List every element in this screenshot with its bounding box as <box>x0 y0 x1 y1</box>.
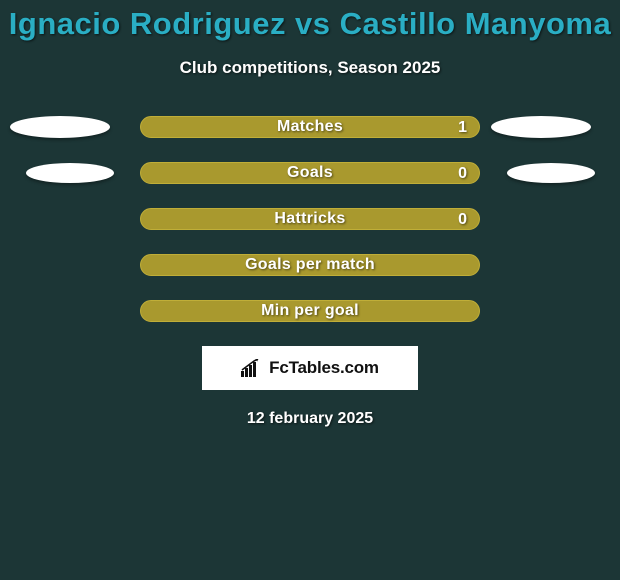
stat-label: Hattricks <box>274 210 345 228</box>
brand-text: FcTables.com <box>269 358 379 378</box>
stat-value: 0 <box>458 163 467 185</box>
stat-row: Matches 1 <box>0 116 620 138</box>
stat-bar: Goals per match <box>140 254 480 276</box>
page-subtitle: Club competitions, Season 2025 <box>0 58 620 78</box>
stat-bar: Min per goal <box>140 300 480 322</box>
stat-bar: Goals 0 <box>140 162 480 184</box>
stat-value: 0 <box>458 209 467 231</box>
comparison-card: Ignacio Rodriguez vs Castillo Manyoma Cl… <box>0 0 620 580</box>
brand-badge: FcTables.com <box>202 346 418 390</box>
side-ellipse <box>491 116 591 138</box>
stat-label: Matches <box>277 118 343 136</box>
stat-rows: Matches 1 Goals 0 Hattricks 0 Goals per match M… <box>0 116 620 322</box>
side-ellipse <box>26 163 114 183</box>
stat-label: Goals per match <box>245 256 375 274</box>
stat-bar: Hattricks 0 <box>140 208 480 230</box>
side-ellipse <box>10 116 110 138</box>
date-text: 12 february 2025 <box>0 410 620 428</box>
stat-bar: Matches 1 <box>140 116 480 138</box>
stat-row: Goals 0 <box>0 162 620 184</box>
page-title: Ignacio Rodriguez vs Castillo Manyoma <box>0 6 620 42</box>
stat-value: 1 <box>458 117 467 139</box>
brand-chart-icon <box>241 359 263 377</box>
stat-row: Hattricks 0 <box>0 208 620 230</box>
stat-label: Min per goal <box>261 302 359 320</box>
stat-label: Goals <box>287 164 333 182</box>
side-ellipse <box>507 163 595 183</box>
stat-row: Min per goal <box>0 300 620 322</box>
stat-row: Goals per match <box>0 254 620 276</box>
